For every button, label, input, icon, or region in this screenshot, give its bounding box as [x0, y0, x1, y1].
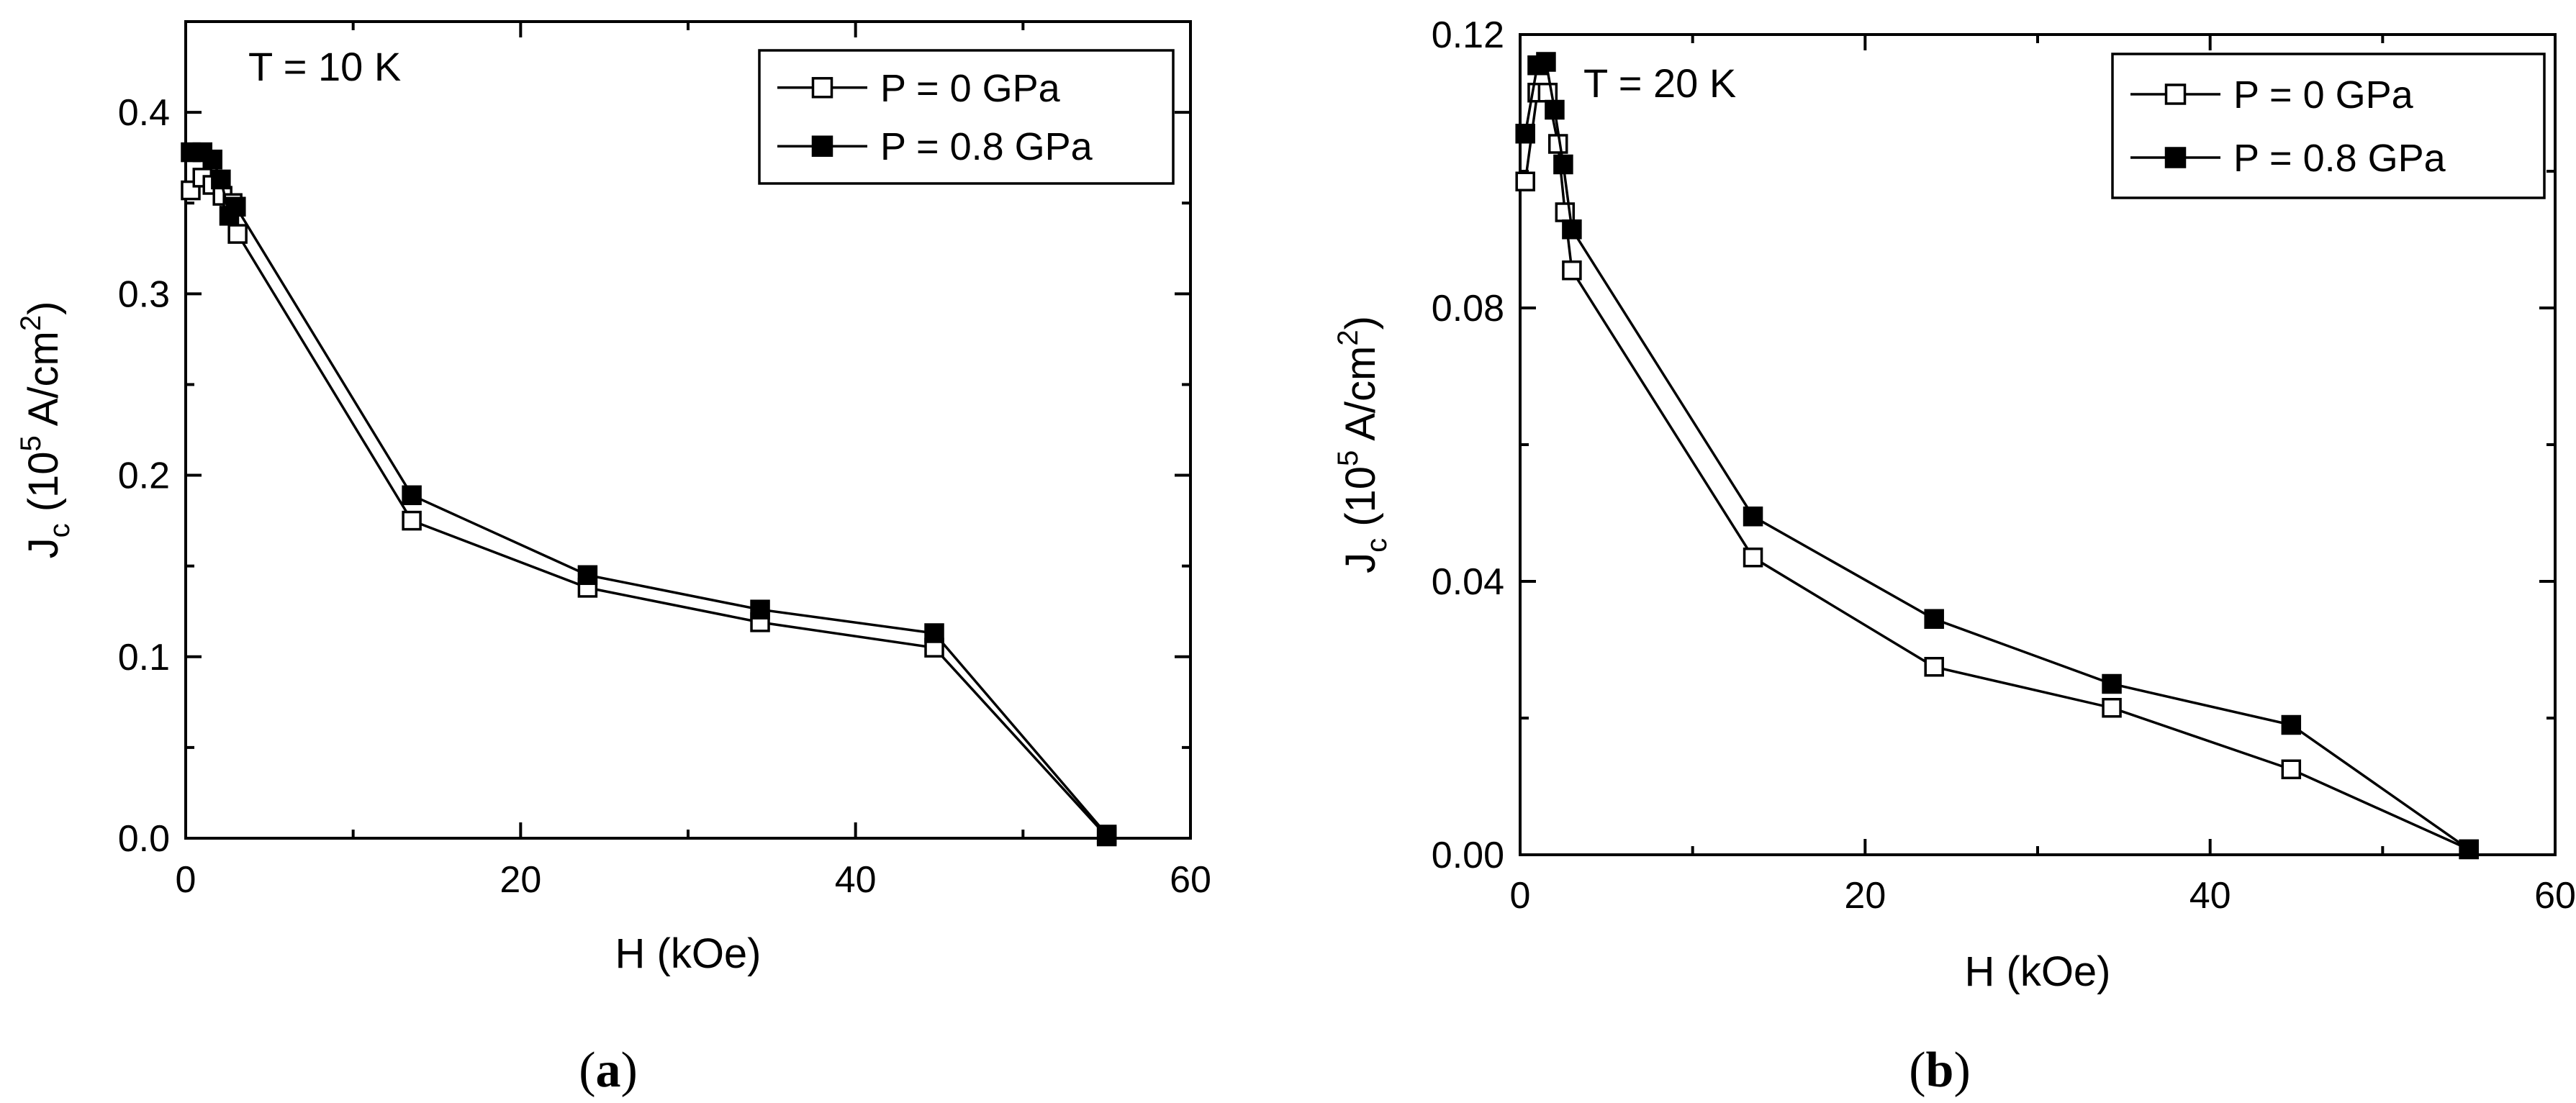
data-point	[226, 196, 246, 217]
series-p0	[181, 168, 1117, 847]
legend-marker	[811, 135, 833, 157]
y-tick-label: 0.1	[118, 637, 170, 678]
y-tick-label: 0.2	[118, 455, 170, 497]
data-point	[2102, 673, 2122, 694]
data-point	[402, 485, 422, 506]
x-tick-label: 60	[1170, 859, 1211, 901]
x-tick-label: 40	[2189, 875, 2231, 917]
x-tick-label: 60	[2534, 875, 2576, 917]
y-tick-label: 0.04	[1432, 561, 1504, 603]
y-axis-label: Jc (105 A/cm2)	[15, 301, 76, 559]
legend-box	[2111, 53, 2546, 199]
data-point	[577, 565, 598, 586]
data-point	[1515, 171, 1535, 191]
x-tick-label: 20	[1844, 875, 1886, 917]
data-point	[1924, 657, 1944, 677]
data-point	[924, 623, 944, 643]
data-point	[1562, 260, 1582, 281]
data-point	[402, 510, 422, 531]
data-point	[1096, 825, 1117, 845]
data-point	[1515, 124, 1535, 144]
legend-label: P = 0.8 GPa	[2233, 137, 2446, 180]
y-axis-label: Jc (105 A/cm2)	[1332, 316, 1393, 573]
legend: P = 0 GPa P = 0.8 GPa	[2111, 53, 2546, 199]
series-line	[191, 150, 1108, 836]
legend: P = 0 GPa P = 0.8 GPa	[758, 49, 1175, 185]
y-tick-label: 0.4	[118, 92, 170, 134]
data-point	[211, 169, 231, 190]
data-point	[2459, 839, 2479, 860]
data-point	[2281, 714, 2302, 735]
data-point	[1545, 99, 1565, 120]
data-point	[1553, 154, 1573, 175]
series-p08	[1515, 52, 2479, 860]
data-point	[202, 149, 222, 170]
panel-label: (b)	[1909, 1043, 1971, 1098]
data-point	[227, 224, 248, 244]
chart-panel-a: 0 20 40 60 0.0 0.1 0.2 0.3 0.4 H (kOe) Jc (105 A/c…	[15, 20, 1211, 1098]
legend-marker	[2164, 83, 2187, 105]
chart-panel-b: 0 20 40 60 0.00 0.04 0.08 0.12 H (kOe) Jc (105 A/…	[1332, 14, 2576, 1098]
series-p08	[181, 142, 1117, 845]
data-point	[1743, 548, 1763, 568]
legend-label: P = 0 GPa	[880, 67, 1061, 110]
series-line	[189, 176, 1108, 838]
data-point	[1562, 219, 1582, 240]
legend-label: P = 0 GPa	[2233, 73, 2414, 117]
y-tick-label: 0.0	[118, 818, 170, 860]
x-tick-label: 40	[835, 859, 877, 901]
x-tick-label: 0	[176, 859, 196, 901]
data-point	[2281, 759, 2302, 779]
series-p0	[1515, 83, 2479, 860]
temperature-annotation: T = 10 K	[248, 44, 401, 89]
y-tick-label: 0.08	[1432, 288, 1504, 330]
data-point	[1743, 507, 1763, 527]
legend-box	[758, 49, 1175, 185]
x-tick-label: 0	[1510, 875, 1531, 917]
legend-marker	[811, 77, 833, 99]
temperature-annotation: T = 20 K	[1583, 60, 1736, 106]
x-tick-label: 20	[500, 859, 541, 901]
y-tick-label: 0.00	[1432, 835, 1504, 876]
legend-label: P = 0.8 GPa	[880, 125, 1093, 168]
data-point	[2102, 698, 2122, 718]
data-point	[750, 599, 770, 619]
series-line	[1524, 91, 2469, 850]
data-point	[1536, 52, 1556, 72]
y-tick-label: 0.3	[118, 273, 170, 315]
data-point	[1924, 609, 1944, 629]
legend-marker	[2164, 147, 2187, 168]
x-axis-label: H (kOe)	[1965, 948, 2111, 995]
panel-label: (a)	[579, 1043, 638, 1098]
y-tick-label: 0.12	[1432, 14, 1504, 56]
x-axis-label: H (kOe)	[615, 930, 761, 977]
